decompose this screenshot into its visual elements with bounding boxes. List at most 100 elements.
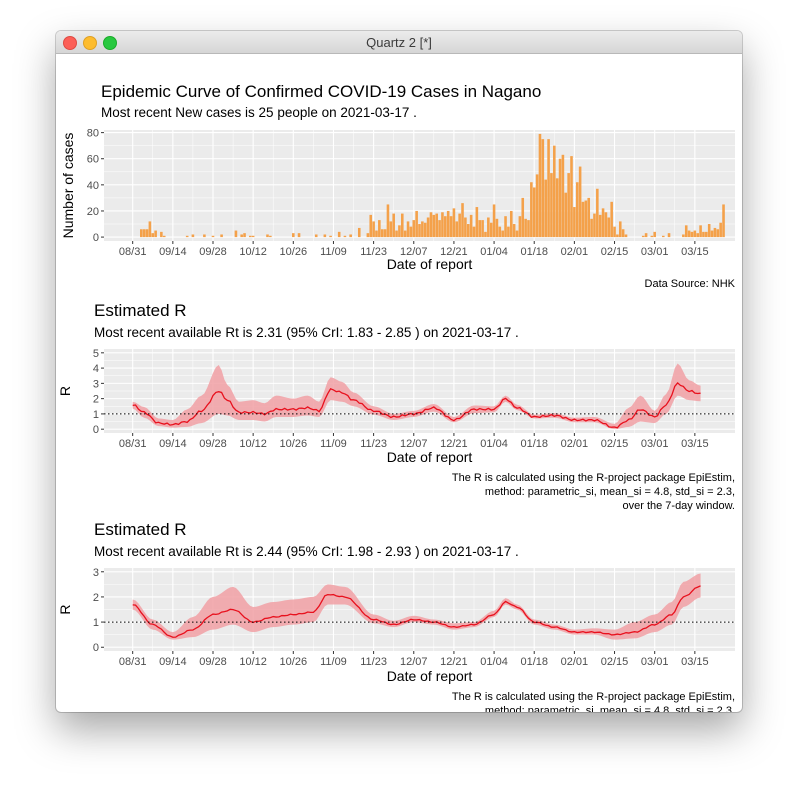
bar xyxy=(369,214,373,238)
bar xyxy=(234,230,238,238)
bar xyxy=(644,233,648,238)
y-tick-label: 3 xyxy=(93,567,99,579)
bar xyxy=(191,234,195,238)
bar xyxy=(616,234,619,238)
bar xyxy=(553,145,556,238)
bar xyxy=(446,210,450,238)
bar xyxy=(389,221,393,238)
bar xyxy=(251,235,255,238)
x-tick-label: 10/26 xyxy=(280,656,308,668)
bar xyxy=(401,213,404,238)
bar xyxy=(329,235,332,238)
bar xyxy=(501,230,504,238)
bar xyxy=(248,235,252,238)
bar xyxy=(587,197,591,238)
bar xyxy=(337,231,341,238)
x-tick-label: 02/01 xyxy=(561,438,589,450)
close-window-button[interactable] xyxy=(63,36,77,50)
bar xyxy=(561,154,565,238)
x-tick-label: 08/31 xyxy=(119,656,147,668)
bar xyxy=(475,207,479,238)
bar xyxy=(478,220,482,238)
bar xyxy=(266,234,269,238)
x-axis-label: Date of report xyxy=(387,256,473,272)
bar xyxy=(541,139,545,238)
y-tick-label: 60 xyxy=(87,154,99,166)
bar xyxy=(243,233,246,238)
bar xyxy=(621,229,625,238)
x-tick-label: 08/31 xyxy=(119,246,147,258)
bar xyxy=(240,234,243,238)
bar xyxy=(489,222,493,238)
bar xyxy=(343,235,347,238)
zoom-window-button[interactable] xyxy=(103,36,117,50)
window-titlebar[interactable]: Quartz 2 [*] xyxy=(56,31,742,54)
x-tick-label: 09/28 xyxy=(199,246,227,258)
bar xyxy=(507,226,510,238)
y-tick-label: 3 xyxy=(93,378,99,390)
bar xyxy=(696,233,699,238)
x-tick-label: 10/26 xyxy=(280,438,308,450)
bar xyxy=(392,213,395,238)
bar xyxy=(547,139,550,238)
y-tick-label: 0 xyxy=(93,424,99,436)
charts-svg: Epidemic Curve of Confirmed COVID-19 Cas… xyxy=(57,82,736,712)
bar xyxy=(564,192,568,238)
bar xyxy=(380,229,384,238)
x-tick-label: 08/31 xyxy=(119,438,147,450)
x-tick-label: 11/23 xyxy=(360,246,387,258)
bar xyxy=(372,221,375,238)
credible-interval-ribbon xyxy=(132,363,701,430)
x-tick-label: 09/28 xyxy=(199,438,227,450)
bar xyxy=(383,229,387,238)
bar xyxy=(705,231,708,238)
bar xyxy=(444,216,447,238)
y-tick-label: 0 xyxy=(93,232,99,244)
bar xyxy=(613,226,616,238)
bar xyxy=(570,156,573,238)
bar xyxy=(429,212,433,238)
bar xyxy=(604,212,608,238)
bar xyxy=(426,217,430,238)
x-tick-label: 02/01 xyxy=(561,246,589,258)
y-tick-label: 4 xyxy=(93,363,99,375)
y-tick-label: 20 xyxy=(87,206,99,218)
bar xyxy=(527,220,530,238)
bar xyxy=(567,173,570,238)
plot-canvas: Epidemic Curve of Confirmed COVID-19 Cas… xyxy=(56,54,742,712)
minimize-window-button[interactable] xyxy=(83,36,97,50)
bar xyxy=(323,234,327,238)
bar xyxy=(515,230,519,238)
bar xyxy=(466,224,470,238)
bar xyxy=(693,230,697,238)
bar xyxy=(357,227,361,238)
bar xyxy=(524,218,527,238)
chart-title: Estimated R xyxy=(94,520,187,539)
bar xyxy=(590,218,593,238)
bar xyxy=(418,224,421,238)
bar xyxy=(461,203,464,238)
x-tick-label: 01/04 xyxy=(480,246,508,258)
x-axis-label: Date of report xyxy=(387,449,473,465)
plot-panel xyxy=(104,130,735,241)
bar xyxy=(452,208,456,238)
bar xyxy=(449,216,453,238)
bar xyxy=(269,235,272,238)
bar xyxy=(618,221,622,238)
bar xyxy=(509,210,513,238)
bar xyxy=(682,234,685,238)
bar xyxy=(581,201,585,238)
bar xyxy=(512,224,516,238)
gridlines xyxy=(104,130,735,241)
bar xyxy=(435,213,438,238)
x-tick-label: 12/21 xyxy=(440,656,468,668)
x-tick-label: 02/01 xyxy=(561,656,589,668)
y-axis-label: Number of cases xyxy=(60,133,76,239)
bar xyxy=(441,212,444,238)
bar xyxy=(349,234,352,238)
chart-subtitle: Most recent available Rt is 2.44 (95% Cr… xyxy=(94,544,519,559)
bar xyxy=(472,226,476,238)
x-tick-label: 02/15 xyxy=(601,656,629,668)
bar xyxy=(464,217,467,238)
x-tick-label: 03/15 xyxy=(681,438,709,450)
